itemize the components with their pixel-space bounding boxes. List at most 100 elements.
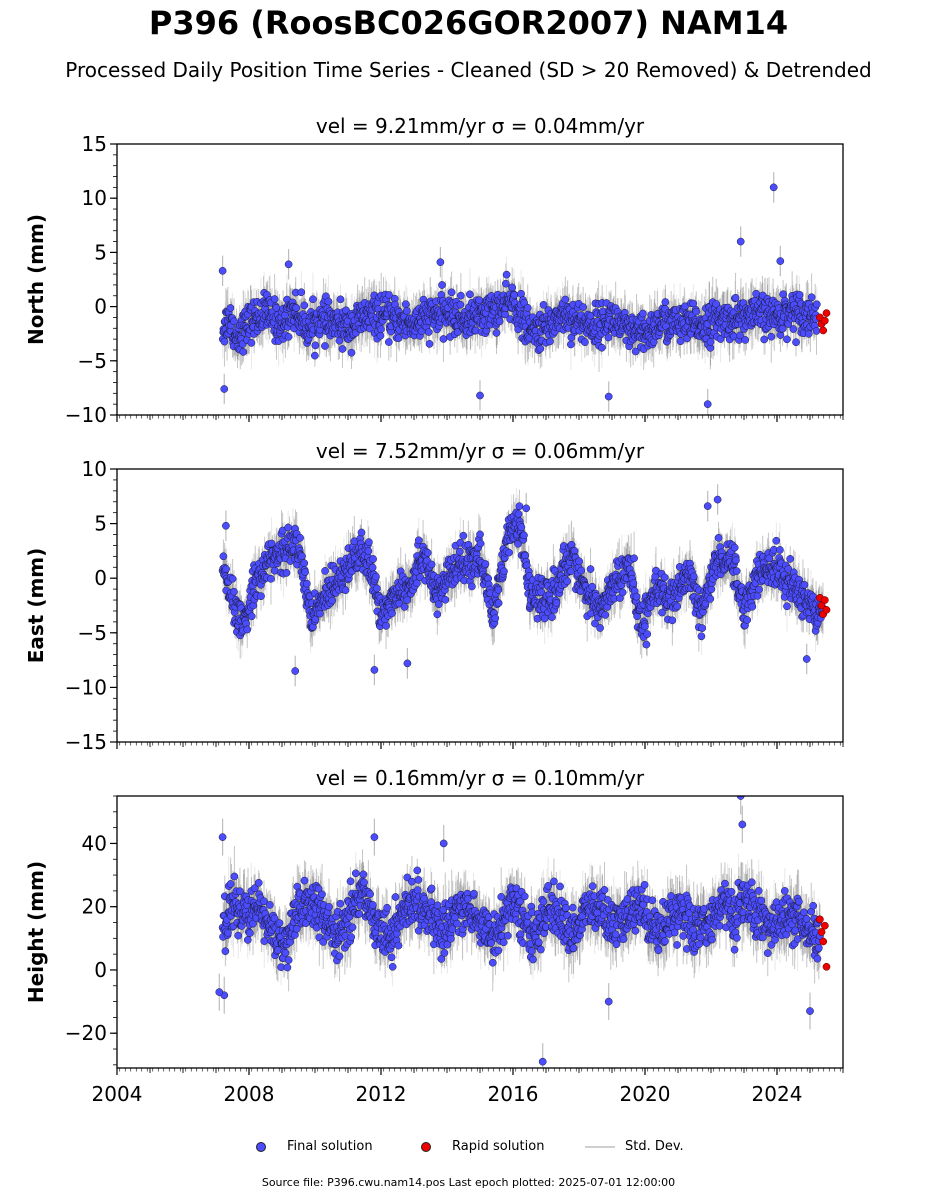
- final-point: [447, 288, 456, 297]
- final-point: [502, 270, 511, 279]
- final-point: [336, 295, 345, 304]
- final-point: [604, 333, 613, 342]
- plot-area-1: [218, 172, 831, 415]
- final-point: [807, 293, 816, 302]
- final-point: [219, 552, 228, 561]
- final-point: [692, 307, 701, 316]
- final-point: [311, 341, 320, 350]
- plot-frame: [116, 143, 844, 416]
- final-point: [226, 304, 235, 312]
- rapid-point: [822, 309, 831, 317]
- final-point: [282, 568, 291, 577]
- final-point: [508, 283, 517, 292]
- final-point: [394, 334, 403, 343]
- final-point: [495, 317, 504, 326]
- final-point: [297, 288, 306, 297]
- final-point: [760, 335, 769, 344]
- final-point: [222, 565, 230, 573]
- figure-subtitle: Processed Daily Position Time Series - C…: [65, 58, 872, 82]
- final-point-outlier: [218, 266, 227, 275]
- final-point: [778, 324, 787, 333]
- final-point: [502, 279, 510, 288]
- figure-title: P396 (RoosBC026GOR2007) NAM14: [148, 4, 789, 42]
- final-point: [284, 333, 293, 341]
- final-point: [795, 291, 804, 299]
- final-point-outlier: [736, 237, 745, 246]
- y-tick-label: 5: [94, 240, 107, 264]
- final-point-outlier: [284, 260, 293, 269]
- final-point: [706, 338, 715, 346]
- final-point: [586, 311, 595, 320]
- final-point: [228, 574, 237, 583]
- final-point: [731, 293, 740, 302]
- y-tick-label: 10: [82, 186, 107, 210]
- y-tick-label: 15: [82, 132, 107, 156]
- final-point: [376, 331, 385, 340]
- final-point: [661, 298, 670, 306]
- y-tick-label: −10: [65, 403, 107, 427]
- final-point: [741, 336, 750, 344]
- final-point: [338, 345, 347, 353]
- final-point: [676, 337, 685, 346]
- final-point: [581, 338, 589, 346]
- final-point: [267, 574, 275, 583]
- final-point: [377, 325, 385, 334]
- final-point: [239, 348, 248, 356]
- final-point: [712, 300, 721, 308]
- final-point: [681, 302, 689, 311]
- final-point: [385, 291, 393, 299]
- final-point: [767, 332, 776, 341]
- final-point: [298, 552, 306, 561]
- final-point: [579, 303, 587, 311]
- final-point: [716, 335, 725, 343]
- final-point: [347, 348, 356, 357]
- final-point: [424, 328, 433, 336]
- final-point: [736, 331, 744, 340]
- final-point-outlier: [604, 392, 613, 401]
- final-point: [401, 300, 410, 309]
- final-point: [324, 297, 333, 306]
- final-point: [300, 559, 309, 568]
- y-axis-label: North (mm): [24, 214, 48, 345]
- final-point: [492, 329, 501, 337]
- chart-panel-1: −10 −5 0 5 10 15 vel = 9.21mm/yr σ = 0.04mm/yr…: [24, 114, 844, 427]
- plot-area-2: [218, 484, 831, 687]
- final-point: [230, 587, 238, 596]
- final-point: [475, 296, 484, 305]
- final-point: [567, 340, 575, 349]
- final-point: [311, 351, 319, 360]
- final-point: [243, 625, 252, 634]
- final-point: [384, 338, 393, 346]
- final-point: [438, 281, 446, 289]
- final-point: [536, 344, 545, 353]
- final-point: [247, 612, 256, 621]
- final-point-outlier: [703, 400, 712, 409]
- final-point: [220, 337, 229, 346]
- panel-title: vel = 9.21mm/yr σ = 0.04mm/yr: [316, 114, 645, 138]
- final-point: [335, 336, 344, 345]
- final-point: [804, 329, 813, 338]
- final-point: [783, 335, 791, 344]
- final-point-outlier: [476, 391, 484, 400]
- final-point: [403, 307, 411, 315]
- final-point: [321, 342, 329, 350]
- final-point: [539, 300, 548, 309]
- final-point: [812, 327, 821, 335]
- final-point: [457, 291, 465, 300]
- final-point: [425, 340, 434, 348]
- final-point: [779, 290, 787, 299]
- final-point: [316, 609, 324, 618]
- final-point: [257, 592, 265, 601]
- final-point: [230, 317, 238, 326]
- final-point: [300, 301, 309, 310]
- final-point: [292, 304, 301, 312]
- final-point: [523, 303, 532, 312]
- final-point: [631, 347, 640, 356]
- y-tick-label: 0: [94, 295, 107, 319]
- final-point: [439, 335, 448, 343]
- final-point: [270, 566, 279, 575]
- final-point: [281, 311, 289, 320]
- final-point: [639, 309, 647, 318]
